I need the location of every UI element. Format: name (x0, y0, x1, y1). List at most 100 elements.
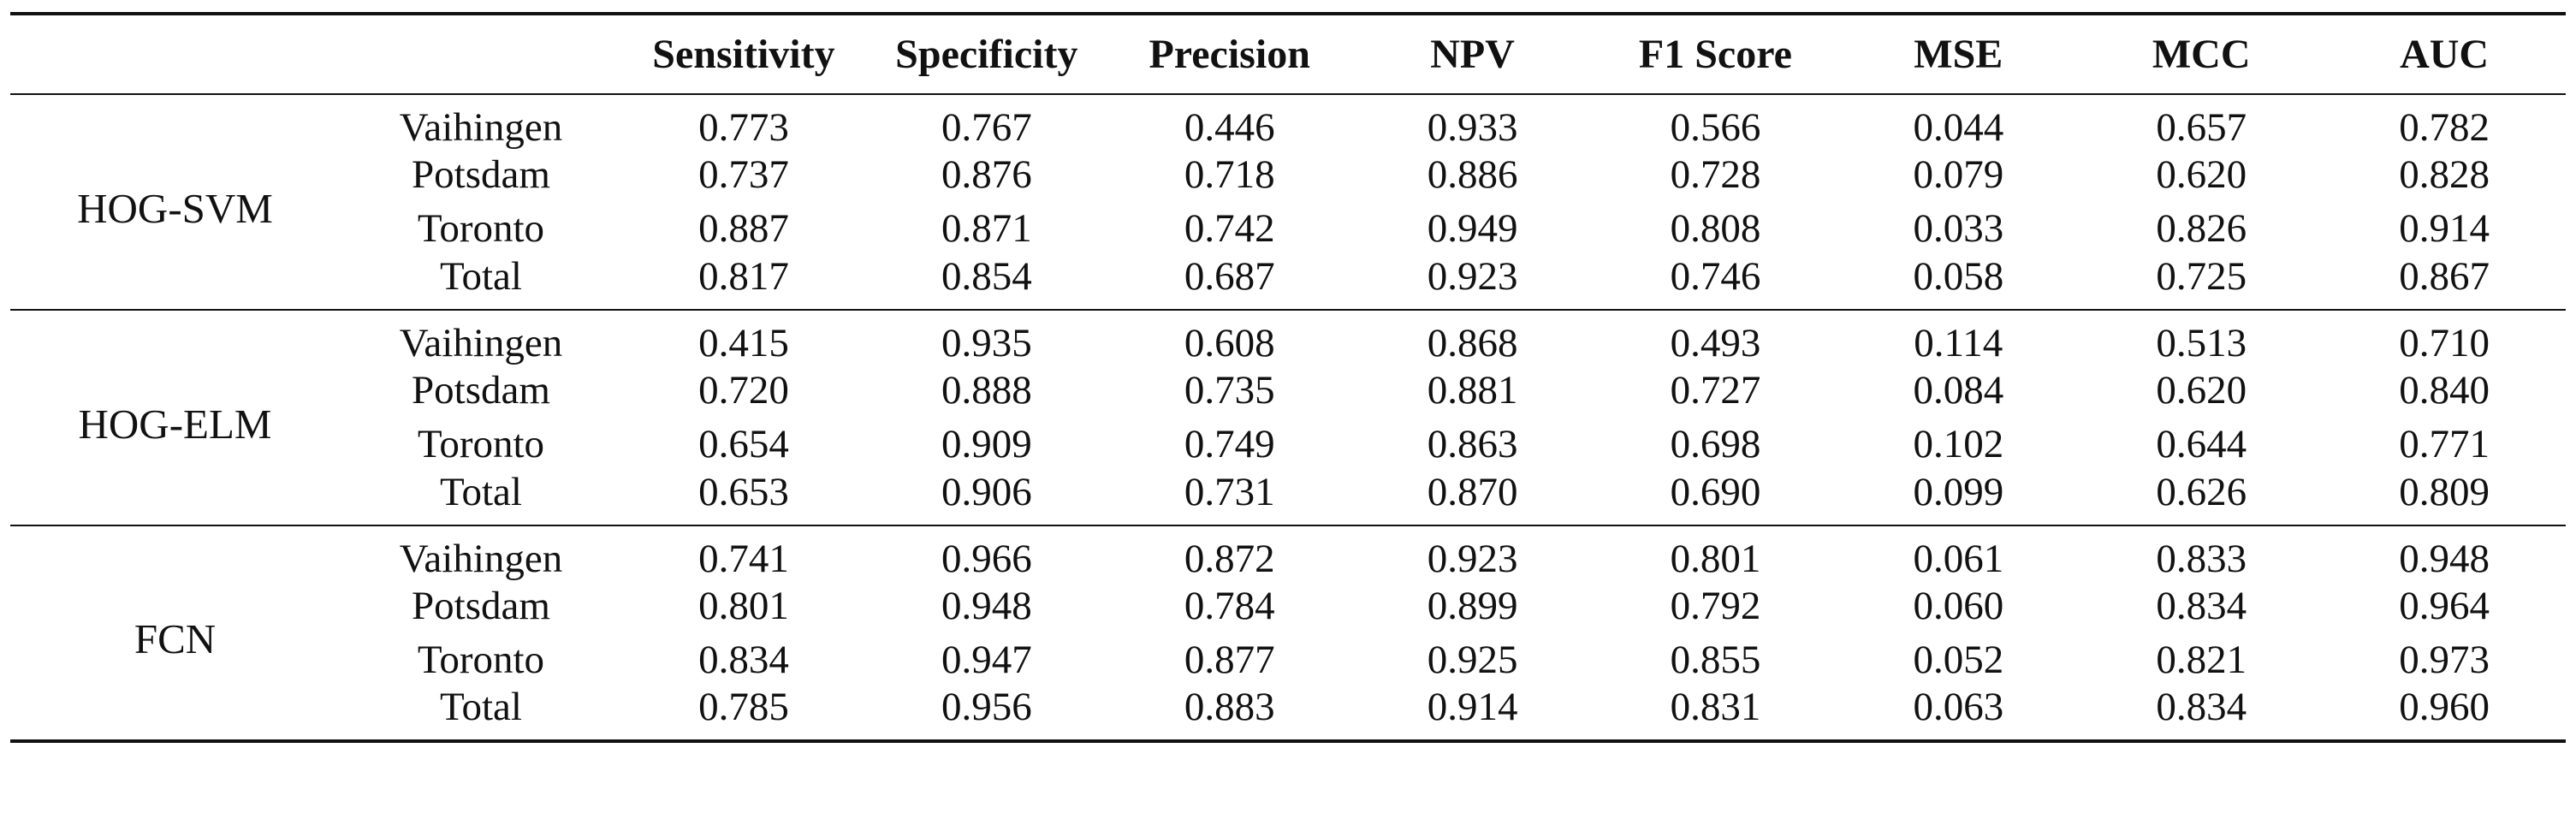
metric-value: 0.079 (1913, 152, 2004, 197)
metric-value: 0.867 (2399, 253, 2490, 299)
metric-value: 0.792 (1670, 584, 1761, 628)
method-name: HOG-SVM (77, 184, 273, 232)
dataset-name: Total (440, 469, 522, 514)
table-row: HOG-SVM Vaihingen 0.773 0.767 0.446 0.933 0.56… (10, 94, 2566, 229)
dataset-name: Potsdam (412, 368, 550, 412)
metric-value: 0.737 (698, 152, 789, 197)
dataset-name: Toronto (417, 422, 545, 466)
metric-value: 0.914 (1350, 687, 1594, 743)
metric-value: 0.826 (2156, 206, 2247, 251)
metric-value: 0.741 (622, 525, 865, 579)
metric-value: 0.966 (864, 525, 1108, 579)
metric-value: 0.735 (1184, 368, 1275, 412)
metric-value: 0.948 (941, 584, 1032, 628)
table-row: Toronto 0.887 0.871 0.742 0.949 0.808 0.033 0.8… (10, 202, 2566, 256)
metric-value: 0.887 (698, 206, 789, 251)
metric-value: 0.058 (1913, 253, 2004, 299)
metric-value: 0.872 (1107, 525, 1351, 579)
header-precision: Precision (1107, 12, 1351, 95)
table-row: Total 0.785 0.956 0.883 0.914 0.831 0.063 0.834… (10, 687, 2566, 743)
metric-value: 0.834 (2156, 584, 2247, 628)
metric-value: 0.773 (698, 104, 789, 150)
dataset-name: Toronto (417, 638, 545, 682)
metric-value: 0.801 (698, 584, 789, 628)
metric-value: 0.948 (2323, 525, 2566, 579)
metric-value: 0.933 (1427, 104, 1518, 150)
header-f1-score: F1 Score (1594, 12, 1837, 95)
header-sensitivity: Sensitivity (622, 12, 865, 95)
dataset-name: Vaihingen (399, 104, 563, 150)
metric-value: 0.855 (1670, 638, 1761, 682)
metric-value: 0.935 (864, 309, 1108, 364)
header-npv: NPV (1350, 12, 1594, 95)
metric-value: 0.947 (941, 638, 1032, 682)
metric-value: 0.886 (1427, 152, 1518, 197)
dataset-name: Toronto (417, 206, 545, 251)
table-row: Toronto 0.834 0.947 0.877 0.925 0.855 0.052 0.8… (10, 633, 2566, 687)
metric-value: 0.833 (2080, 525, 2324, 579)
metric-value: 0.728 (1670, 152, 1761, 197)
metric-value: 0.114 (1837, 309, 2080, 364)
dataset-name: Vaihingen (340, 525, 622, 579)
metric-value: 0.817 (698, 253, 789, 299)
method-group: HOG-ELM Vaihingen 0.415 0.935 0.608 0.868 0.49… (10, 309, 2566, 525)
dataset-name: Potsdam (412, 152, 550, 197)
metric-value: 0.960 (2323, 687, 2566, 743)
metric-value: 0.687 (1184, 253, 1275, 299)
metric-value: 0.698 (1670, 422, 1761, 466)
metric-value: 0.840 (2399, 368, 2490, 412)
metric-value: 0.746 (1670, 253, 1761, 299)
metric-value: 0.657 (2156, 104, 2247, 150)
metric-value: 0.809 (2399, 469, 2490, 514)
metric-value: 0.710 (2323, 309, 2566, 364)
metric-value: 0.923 (1427, 253, 1518, 299)
metric-value: 0.052 (1913, 638, 2004, 682)
metric-value: 0.801 (1594, 525, 1837, 579)
table-row: HOG-ELM Vaihingen 0.415 0.935 0.608 0.868 0.49… (10, 309, 2566, 525)
table-row: Total 0.817 0.854 0.687 0.923 0.746 0.058 0.725… (10, 256, 2566, 310)
metric-value: 0.061 (1837, 525, 2080, 579)
table-header: Sensitivity Specificity Precision NPV F1… (10, 12, 2566, 95)
header-specificity: Specificity (864, 12, 1108, 95)
metric-value: 0.888 (941, 368, 1032, 412)
metric-value: 0.863 (1427, 422, 1518, 466)
metric-value: 0.881 (1427, 368, 1518, 412)
metric-value: 0.877 (1184, 638, 1275, 682)
metric-value: 0.906 (941, 469, 1032, 514)
metric-value: 0.727 (1670, 368, 1761, 412)
dataset-name: Total (440, 253, 522, 299)
metric-value: 0.654 (698, 422, 789, 466)
metric-value: 0.720 (698, 368, 789, 412)
metric-value: 0.060 (1913, 584, 2004, 628)
metric-value: 0.063 (1837, 687, 2080, 743)
metric-value: 0.620 (2156, 368, 2247, 412)
metric-value: 0.784 (1184, 584, 1275, 628)
method-name: HOG-ELM (10, 309, 340, 525)
metric-value: 0.828 (2399, 152, 2490, 197)
metric-value: 0.909 (941, 422, 1032, 466)
metric-value: 0.644 (2156, 422, 2247, 466)
metric-value: 0.513 (2080, 309, 2324, 364)
metric-value: 0.493 (1594, 309, 1837, 364)
metric-value: 0.620 (2156, 152, 2247, 197)
table-row: Potsdam 0.801 0.948 0.784 0.899 0.792 0.060 0.8… (10, 579, 2566, 633)
metric-value: 0.742 (1184, 206, 1275, 251)
method-group: HOG-SVM Vaihingen 0.773 0.767 0.446 0.933 0.56… (10, 94, 2566, 310)
metric-value: 0.725 (2156, 253, 2247, 299)
metric-value: 0.808 (1670, 206, 1761, 251)
metric-value: 0.044 (1913, 104, 2004, 150)
dataset-name: Total (340, 687, 622, 743)
table-row: Potsdam 0.720 0.888 0.735 0.881 0.727 0.084 0.6… (10, 364, 2566, 418)
metric-value: 0.834 (2080, 687, 2324, 743)
metric-value: 0.956 (864, 687, 1108, 743)
metric-value: 0.868 (1350, 309, 1594, 364)
metric-value: 0.731 (1184, 469, 1275, 514)
metric-value: 0.831 (1594, 687, 1837, 743)
metric-value: 0.084 (1913, 368, 2004, 412)
header-dataset (340, 12, 622, 95)
metric-value: 0.834 (698, 638, 789, 682)
metric-value: 0.925 (1427, 638, 1518, 682)
metric-value: 0.771 (2399, 422, 2490, 466)
metric-value: 0.102 (1913, 422, 2004, 466)
